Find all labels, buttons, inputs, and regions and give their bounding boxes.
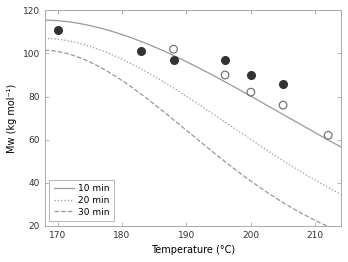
Legend: 10 min, 20 min, 30 min: 10 min, 20 min, 30 min (49, 180, 114, 221)
Line: 20 min: 20 min (45, 39, 341, 194)
Point (325, 133, 331, 137)
Point (248, 73, 254, 77)
10 min (78, 22, 82, 25)
10 min (258, 100, 262, 103)
10 min (42, 19, 47, 22)
30 min (339, 231, 343, 234)
Line: 10 min: 10 min (45, 20, 341, 147)
Point (280, 81, 286, 86)
20 min (339, 193, 343, 196)
20 min (42, 37, 47, 40)
10 min (229, 84, 233, 87)
20 min (139, 67, 143, 70)
20 min (229, 125, 233, 128)
30 min (258, 186, 262, 189)
10 min (139, 40, 143, 43)
Point (248, 90, 254, 94)
30 min (42, 49, 47, 52)
Point (280, 103, 286, 107)
20 min (258, 144, 262, 147)
Point (171, 47, 176, 51)
30 min (160, 109, 164, 112)
30 min (256, 185, 261, 188)
10 min (160, 48, 164, 52)
10 min (339, 145, 343, 149)
20 min (78, 42, 82, 45)
30 min (139, 92, 143, 96)
Point (222, 73, 228, 77)
Y-axis label: Mw (kg mol⁻¹): Mw (kg mol⁻¹) (7, 83, 17, 153)
30 min (78, 56, 82, 59)
Line: 30 min: 30 min (45, 50, 341, 232)
Point (222, 58, 228, 62)
30 min (229, 165, 233, 168)
20 min (256, 143, 261, 146)
20 min (160, 79, 164, 83)
Point (55, 28, 60, 32)
10 min (256, 99, 261, 102)
X-axis label: Temperature (°C): Temperature (°C) (151, 245, 235, 255)
Point (139, 49, 144, 53)
Point (171, 58, 176, 62)
